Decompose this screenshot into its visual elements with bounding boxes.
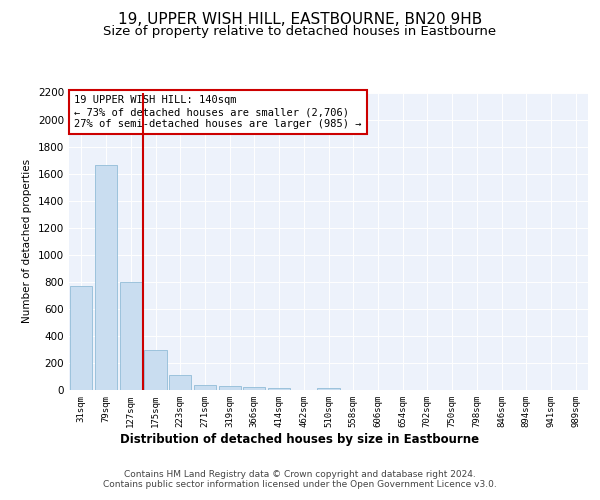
Text: Size of property relative to detached houses in Eastbourne: Size of property relative to detached ho… xyxy=(103,25,497,38)
Bar xyxy=(268,388,290,390)
Bar xyxy=(194,384,216,390)
Bar xyxy=(317,388,340,390)
Bar xyxy=(169,375,191,390)
Bar xyxy=(95,165,117,390)
Bar xyxy=(145,350,167,390)
Text: Contains public sector information licensed under the Open Government Licence v3: Contains public sector information licen… xyxy=(103,480,497,489)
Text: 19, UPPER WISH HILL, EASTBOURNE, BN20 9HB: 19, UPPER WISH HILL, EASTBOURNE, BN20 9H… xyxy=(118,12,482,28)
Text: Distribution of detached houses by size in Eastbourne: Distribution of detached houses by size … xyxy=(121,432,479,446)
Y-axis label: Number of detached properties: Number of detached properties xyxy=(22,159,32,324)
Text: 19 UPPER WISH HILL: 140sqm
← 73% of detached houses are smaller (2,706)
27% of s: 19 UPPER WISH HILL: 140sqm ← 73% of deta… xyxy=(74,96,362,128)
Text: Contains HM Land Registry data © Crown copyright and database right 2024.: Contains HM Land Registry data © Crown c… xyxy=(124,470,476,479)
Bar xyxy=(119,282,142,390)
Bar xyxy=(218,386,241,390)
Bar xyxy=(243,388,265,390)
Bar xyxy=(70,286,92,390)
